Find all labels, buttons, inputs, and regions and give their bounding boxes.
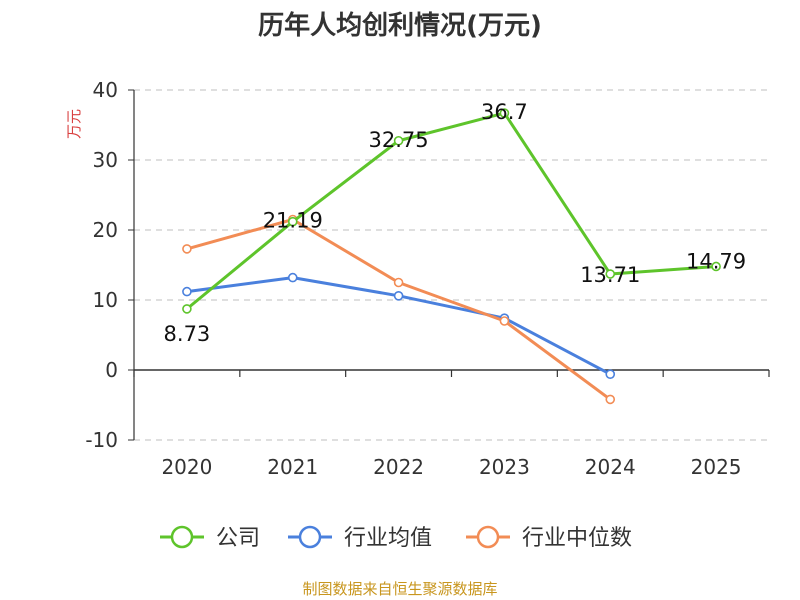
gridlines — [128, 89, 769, 441]
data-labels: 8.73 21.19 32.75 36.7 13.71 14.79 — [164, 100, 747, 346]
legend-marker — [170, 525, 194, 549]
legend-label: 公司 — [216, 526, 260, 551]
y-tick-label: 0 — [105, 358, 118, 382]
data-point — [605, 369, 616, 380]
series-lines — [182, 108, 721, 405]
data-point — [182, 244, 192, 254]
y-tick-label: 20 — [93, 218, 118, 242]
legend-label: 行业中位数 — [522, 526, 632, 551]
x-tick-label: 2024 — [585, 455, 636, 479]
data-point — [393, 290, 404, 301]
x-tick-label: 2022 — [373, 455, 424, 479]
legend-label: 行业均值 — [344, 526, 432, 551]
x-tick-label: 2021 — [267, 455, 318, 479]
y-tick-label: 30 — [93, 148, 118, 172]
legend-item[interactable]: 公司 — [160, 525, 260, 551]
legend-item[interactable]: 行业中位数 — [466, 525, 632, 551]
x-tick-labels: 2020 2021 2022 2023 2024 2025 — [161, 455, 741, 479]
x-tick-label: 2025 — [691, 455, 742, 479]
data-label: 32.75 — [369, 128, 429, 152]
series-1 — [182, 272, 616, 380]
data-point — [182, 304, 192, 314]
y-tick-label: -10 — [85, 428, 118, 452]
chart-title: 历年人均创利情况(万元) — [258, 10, 542, 41]
data-label: 14.79 — [686, 249, 746, 273]
legend: 公司 行业均值 行业中位数 — [160, 525, 632, 551]
y-tick-labels: -10 0 10 20 30 40 — [85, 78, 118, 452]
data-label: 13.71 — [580, 263, 640, 287]
data-point — [182, 286, 192, 297]
data-label: 21.19 — [263, 209, 323, 233]
data-point — [393, 135, 404, 146]
data-point — [393, 277, 404, 288]
x-tick-label: 2023 — [479, 455, 530, 479]
data-label: 36.7 — [481, 100, 528, 124]
series-2 — [182, 214, 616, 405]
data-point — [499, 316, 510, 326]
x-tick-label: 2020 — [161, 455, 212, 479]
data-point — [287, 272, 298, 283]
data-point — [605, 269, 616, 279]
data-label: 8.73 — [164, 322, 211, 346]
legend-item[interactable]: 行业均值 — [288, 525, 432, 551]
data-point — [711, 261, 721, 272]
data-point — [605, 394, 616, 405]
source-note: 制图数据来自恒生聚源数据库 — [302, 580, 497, 598]
data-point — [499, 108, 510, 118]
data-point — [287, 216, 298, 227]
series-line — [185, 111, 717, 311]
y-axis-label: 万元 — [65, 109, 83, 139]
y-tick-label: 10 — [93, 288, 118, 312]
axes — [133, 90, 770, 440]
legend-marker — [476, 525, 500, 549]
legend-marker — [298, 525, 322, 549]
series-line — [186, 218, 612, 401]
y-tick-label: 40 — [93, 78, 118, 102]
series-0 — [182, 108, 721, 314]
